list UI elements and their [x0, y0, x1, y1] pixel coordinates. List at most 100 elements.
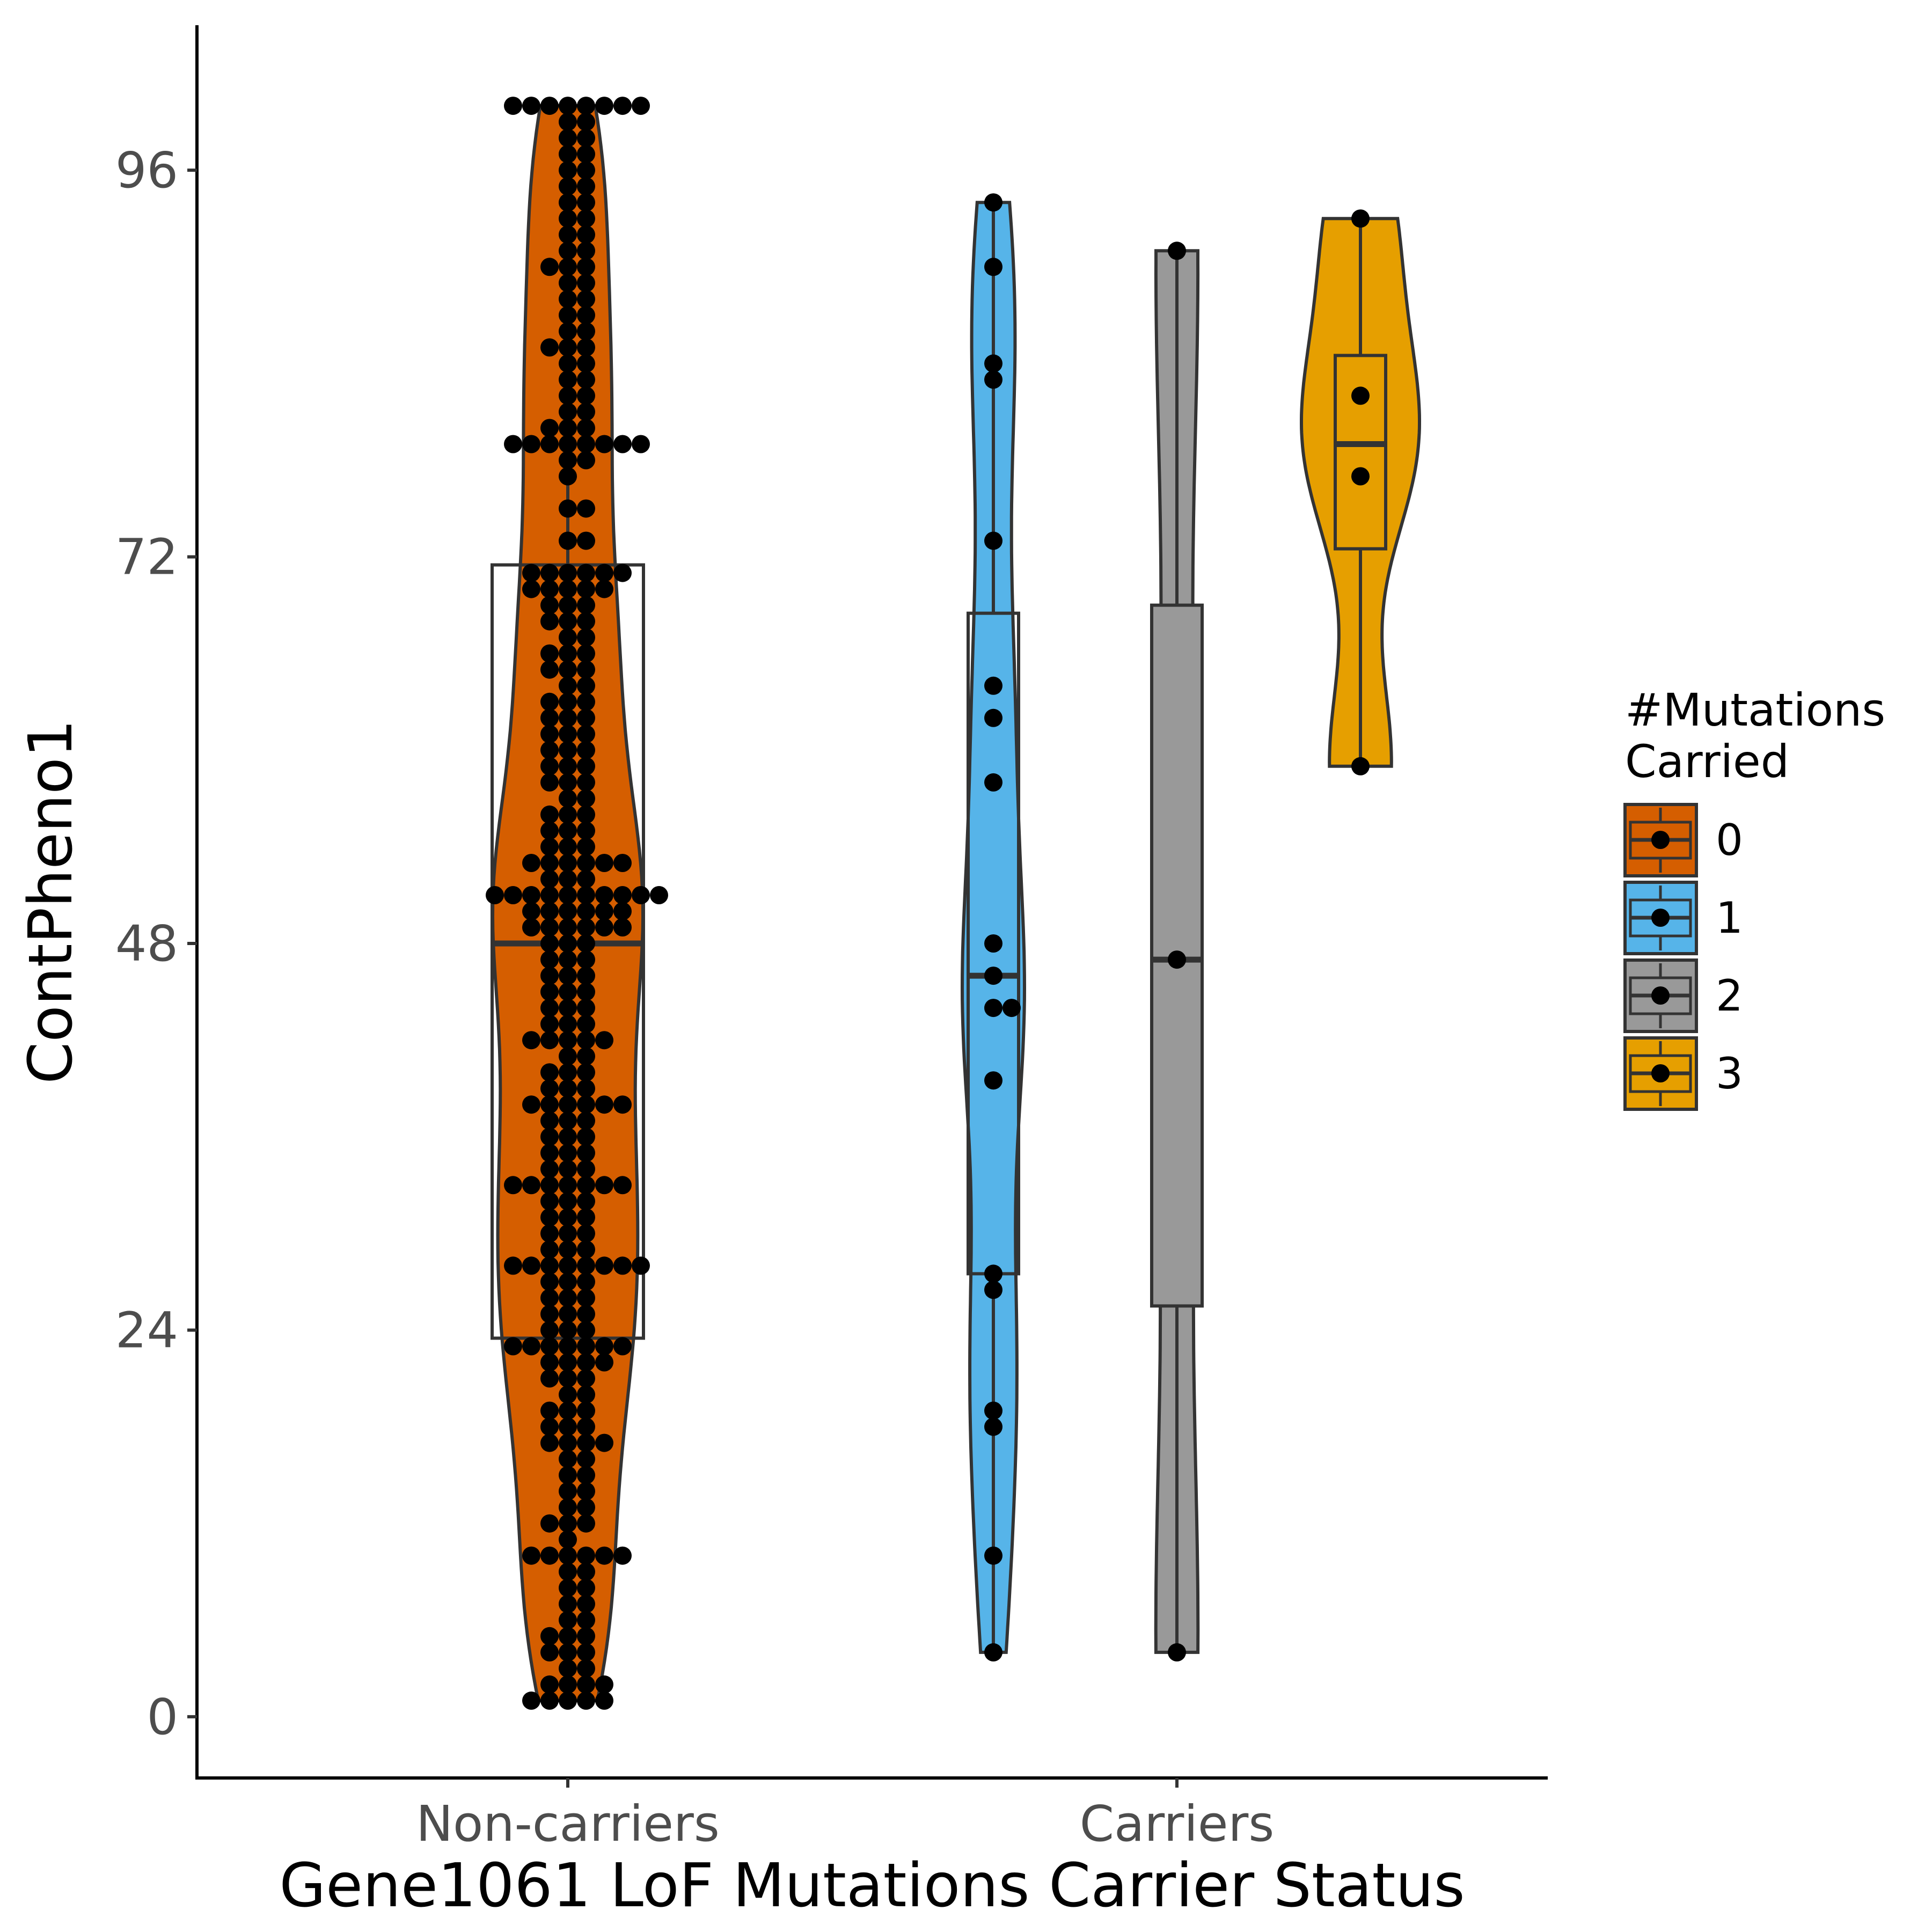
data-point [595, 435, 613, 453]
data-point [577, 1433, 595, 1452]
legend: #Mutations Carried 0 1 2 3 [1623, 684, 1885, 1111]
data-point [577, 113, 595, 131]
data-point [522, 1256, 540, 1275]
data-point [577, 837, 595, 856]
data-point [559, 789, 577, 808]
data-point [984, 676, 1002, 695]
data-point [559, 1482, 577, 1501]
data-point [540, 644, 559, 663]
data-point [540, 1079, 559, 1098]
data-point [522, 854, 540, 872]
legend-key-point [1651, 831, 1670, 849]
data-point [559, 322, 577, 341]
legend-title-line-1: #Mutations [1625, 684, 1885, 736]
data-point [577, 435, 595, 453]
x-axis-title: Gene1061 LoF Mutations Carrier Status [279, 1851, 1465, 1921]
data-point [522, 1176, 540, 1195]
data-point [540, 564, 559, 582]
data-point [540, 419, 559, 437]
data-point [540, 1031, 559, 1050]
data-point [559, 950, 577, 969]
data-point [559, 258, 577, 276]
data-point [559, 1160, 577, 1179]
data-point [577, 1240, 595, 1259]
data-point [559, 1128, 577, 1146]
data-point [577, 499, 595, 518]
data-point [577, 805, 595, 824]
data-point [559, 902, 577, 920]
data-point [984, 258, 1002, 276]
data-point [504, 97, 522, 115]
data-point [559, 1063, 577, 1082]
data-point [577, 1321, 595, 1340]
data-point [559, 467, 577, 486]
data-point [577, 1160, 595, 1179]
data-point [613, 1337, 632, 1356]
data-point [577, 870, 595, 888]
data-point [577, 1611, 595, 1629]
data-point [559, 1144, 577, 1162]
box-group-2 [1150, 603, 1204, 1308]
data-point [559, 338, 577, 357]
data-point [559, 1224, 577, 1243]
data-point [559, 1240, 577, 1259]
data-point [540, 1256, 559, 1275]
data-point [577, 564, 595, 582]
data-point [577, 1450, 595, 1468]
data-point [559, 983, 577, 1001]
y-tick-label: 48 [115, 915, 178, 972]
data-point [595, 1031, 613, 1050]
data-point [577, 258, 595, 276]
data-point [540, 1369, 559, 1388]
data-point [540, 950, 559, 969]
data-point [540, 854, 559, 872]
data-point [577, 177, 595, 196]
data-point [559, 1450, 577, 1468]
data-point [559, 1417, 577, 1436]
data-point [540, 660, 559, 679]
data-point [559, 1498, 577, 1517]
data-point [1351, 209, 1370, 228]
data-point [632, 886, 650, 904]
data-point [540, 596, 559, 614]
data-point [540, 741, 559, 759]
data-point [559, 1289, 577, 1307]
data-point [577, 854, 595, 872]
data-point [595, 902, 613, 920]
data-point [595, 1256, 613, 1275]
data-point [504, 1337, 522, 1356]
data-point [984, 1643, 1002, 1662]
data-point [559, 274, 577, 292]
data-point [559, 676, 577, 695]
data-point [540, 1160, 559, 1179]
legend-item-1: 1 [1623, 881, 1743, 955]
data-point [559, 1079, 577, 1098]
legend-label: 3 [1716, 1049, 1743, 1099]
data-point [577, 950, 595, 969]
x-ticks: Non-carriers Carriers [416, 1778, 1274, 1853]
data-point [559, 660, 577, 679]
data-point [577, 757, 595, 775]
data-point [577, 354, 595, 373]
data-point [577, 741, 595, 759]
data-point [577, 241, 595, 260]
data-point [559, 757, 577, 775]
data-point [559, 370, 577, 389]
data-point [559, 386, 577, 405]
data-point [577, 1063, 595, 1082]
data-point [559, 113, 577, 131]
data-point [632, 435, 650, 453]
data-point [559, 225, 577, 244]
data-point [632, 1256, 650, 1275]
data-point [540, 773, 559, 792]
data-point [540, 724, 559, 743]
data-point [522, 1691, 540, 1710]
data-point [522, 1337, 540, 1356]
legend-label: 1 [1716, 893, 1743, 943]
data-point [613, 1256, 632, 1275]
data-point [577, 1514, 595, 1533]
data-point [577, 660, 595, 679]
data-point [577, 1578, 595, 1597]
data-point [559, 580, 577, 598]
